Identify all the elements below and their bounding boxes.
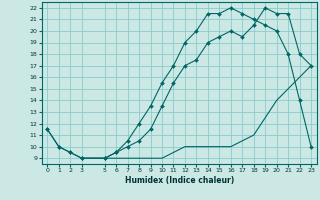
X-axis label: Humidex (Indice chaleur): Humidex (Indice chaleur) bbox=[124, 176, 234, 185]
